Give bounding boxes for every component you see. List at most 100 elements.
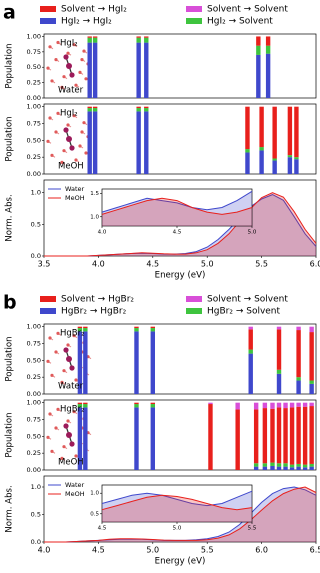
molecule-atom <box>84 151 88 155</box>
line <box>44 486 317 543</box>
molecule-atom <box>66 432 72 438</box>
bar-segment <box>83 402 88 405</box>
y-tick-label: 1.0 <box>31 483 41 491</box>
bar-segment <box>248 329 253 350</box>
molecule-atom <box>50 153 54 157</box>
annotation: HgI₂ <box>60 39 78 49</box>
x-tick-label: 5.0 <box>248 230 257 236</box>
legend-label: HgI₂ → HgI₂ <box>61 17 112 27</box>
annotation: HgBr₂ <box>60 329 85 339</box>
y-tick-label: 0.0 <box>31 538 41 546</box>
bar-segment <box>134 326 139 329</box>
molecule-atom <box>72 114 76 118</box>
bar-segment <box>83 404 88 408</box>
bar-segment <box>296 377 301 381</box>
y-tick-label: 0.75 <box>27 416 41 424</box>
bar-segment <box>208 402 213 405</box>
molecule-atom <box>84 77 88 81</box>
legend-label: Solvent → HgI₂ <box>61 5 127 15</box>
bar-segment <box>270 408 275 463</box>
molecule-atom <box>74 454 78 458</box>
bar-segment <box>289 407 295 465</box>
bar-segment <box>309 466 314 470</box>
y-tick-label: 0.25 <box>27 449 41 457</box>
bar-segment <box>77 328 83 332</box>
bar-segment <box>253 466 259 470</box>
bar-segment <box>253 409 259 464</box>
bar-segment <box>276 369 282 374</box>
molecule-atom <box>66 136 72 142</box>
x-tick-label: 4.5 <box>173 230 182 236</box>
x-axis-label: Energy (eV) <box>155 557 206 567</box>
plot-frame <box>101 188 253 227</box>
bar-segment <box>294 106 299 158</box>
bar-segment <box>296 326 301 331</box>
bar-segment <box>83 331 88 394</box>
bar-segment <box>287 106 293 156</box>
bar-segment <box>289 464 295 468</box>
bar-segment <box>259 150 264 174</box>
bar-segment <box>276 402 282 408</box>
plot-frame <box>43 33 317 99</box>
y-tick-label: 0.0 <box>31 252 41 260</box>
bar-segment <box>276 407 282 464</box>
bar-segment <box>87 108 92 112</box>
bar-segment <box>92 111 98 174</box>
y-tick-label: 0.25 <box>27 153 41 161</box>
molecule-atom <box>63 347 69 353</box>
bar-segment <box>276 463 282 467</box>
legend-swatch <box>40 308 56 314</box>
legend-label: HgBr₂ → HgBr₂ <box>61 307 127 317</box>
bar-segment <box>83 407 88 470</box>
bar-segment <box>77 331 83 394</box>
y-tick-label: 0.00 <box>27 170 41 178</box>
legend-label: HgBr₂ → Solvent <box>207 307 281 317</box>
bar-segment <box>262 466 268 470</box>
molecule-atom <box>78 70 82 74</box>
y-tick-label: 0.5 <box>31 220 41 228</box>
molecule-atom <box>63 127 69 133</box>
plot-frame <box>43 323 317 395</box>
area <box>102 495 252 522</box>
line <box>101 197 253 215</box>
y-tick-label: 0.00 <box>27 466 41 474</box>
molecule-atom <box>66 343 70 347</box>
line <box>101 490 253 507</box>
bar-segment <box>262 402 268 409</box>
legend-label: Water <box>65 481 85 489</box>
y-tick-label: 0.50 <box>27 136 41 144</box>
area <box>44 487 316 542</box>
x-tick-label: 5.0 <box>173 526 182 532</box>
bar-segment <box>87 42 92 98</box>
molecule-atom <box>50 449 54 453</box>
y-tick-label: 1.00 <box>27 399 41 407</box>
bar-segment <box>134 404 139 408</box>
molecule-atom <box>72 410 76 414</box>
bar-segment <box>144 36 149 38</box>
molecule-atom <box>69 441 75 447</box>
molecule-atom <box>60 85 64 89</box>
area <box>102 198 252 226</box>
x-tick-label: 4.5 <box>98 526 107 532</box>
bar-segment <box>272 160 277 174</box>
legend-swatch <box>186 18 202 24</box>
y-tick-label: 0.50 <box>27 432 41 440</box>
bar-segment <box>309 380 314 384</box>
x-tick-label: 6.0 <box>255 546 268 555</box>
bar-segment <box>136 111 141 174</box>
molecule-atom <box>69 145 75 151</box>
bar-segment <box>289 467 295 470</box>
y-axis-label: Norm. Abs. <box>5 485 15 532</box>
molecule-atom <box>82 121 86 125</box>
bar-segment <box>276 326 282 330</box>
molecule-atom <box>62 149 66 153</box>
molecule-atom <box>69 365 75 371</box>
x-tick-label: 4.0 <box>38 546 51 555</box>
y-tick-label: 0.00 <box>27 390 41 398</box>
plot-frame <box>101 484 253 523</box>
molecule-atom <box>62 445 66 449</box>
bar-segment <box>245 152 250 174</box>
legend-label: MeOH <box>65 194 85 202</box>
bar-segment <box>256 45 261 55</box>
